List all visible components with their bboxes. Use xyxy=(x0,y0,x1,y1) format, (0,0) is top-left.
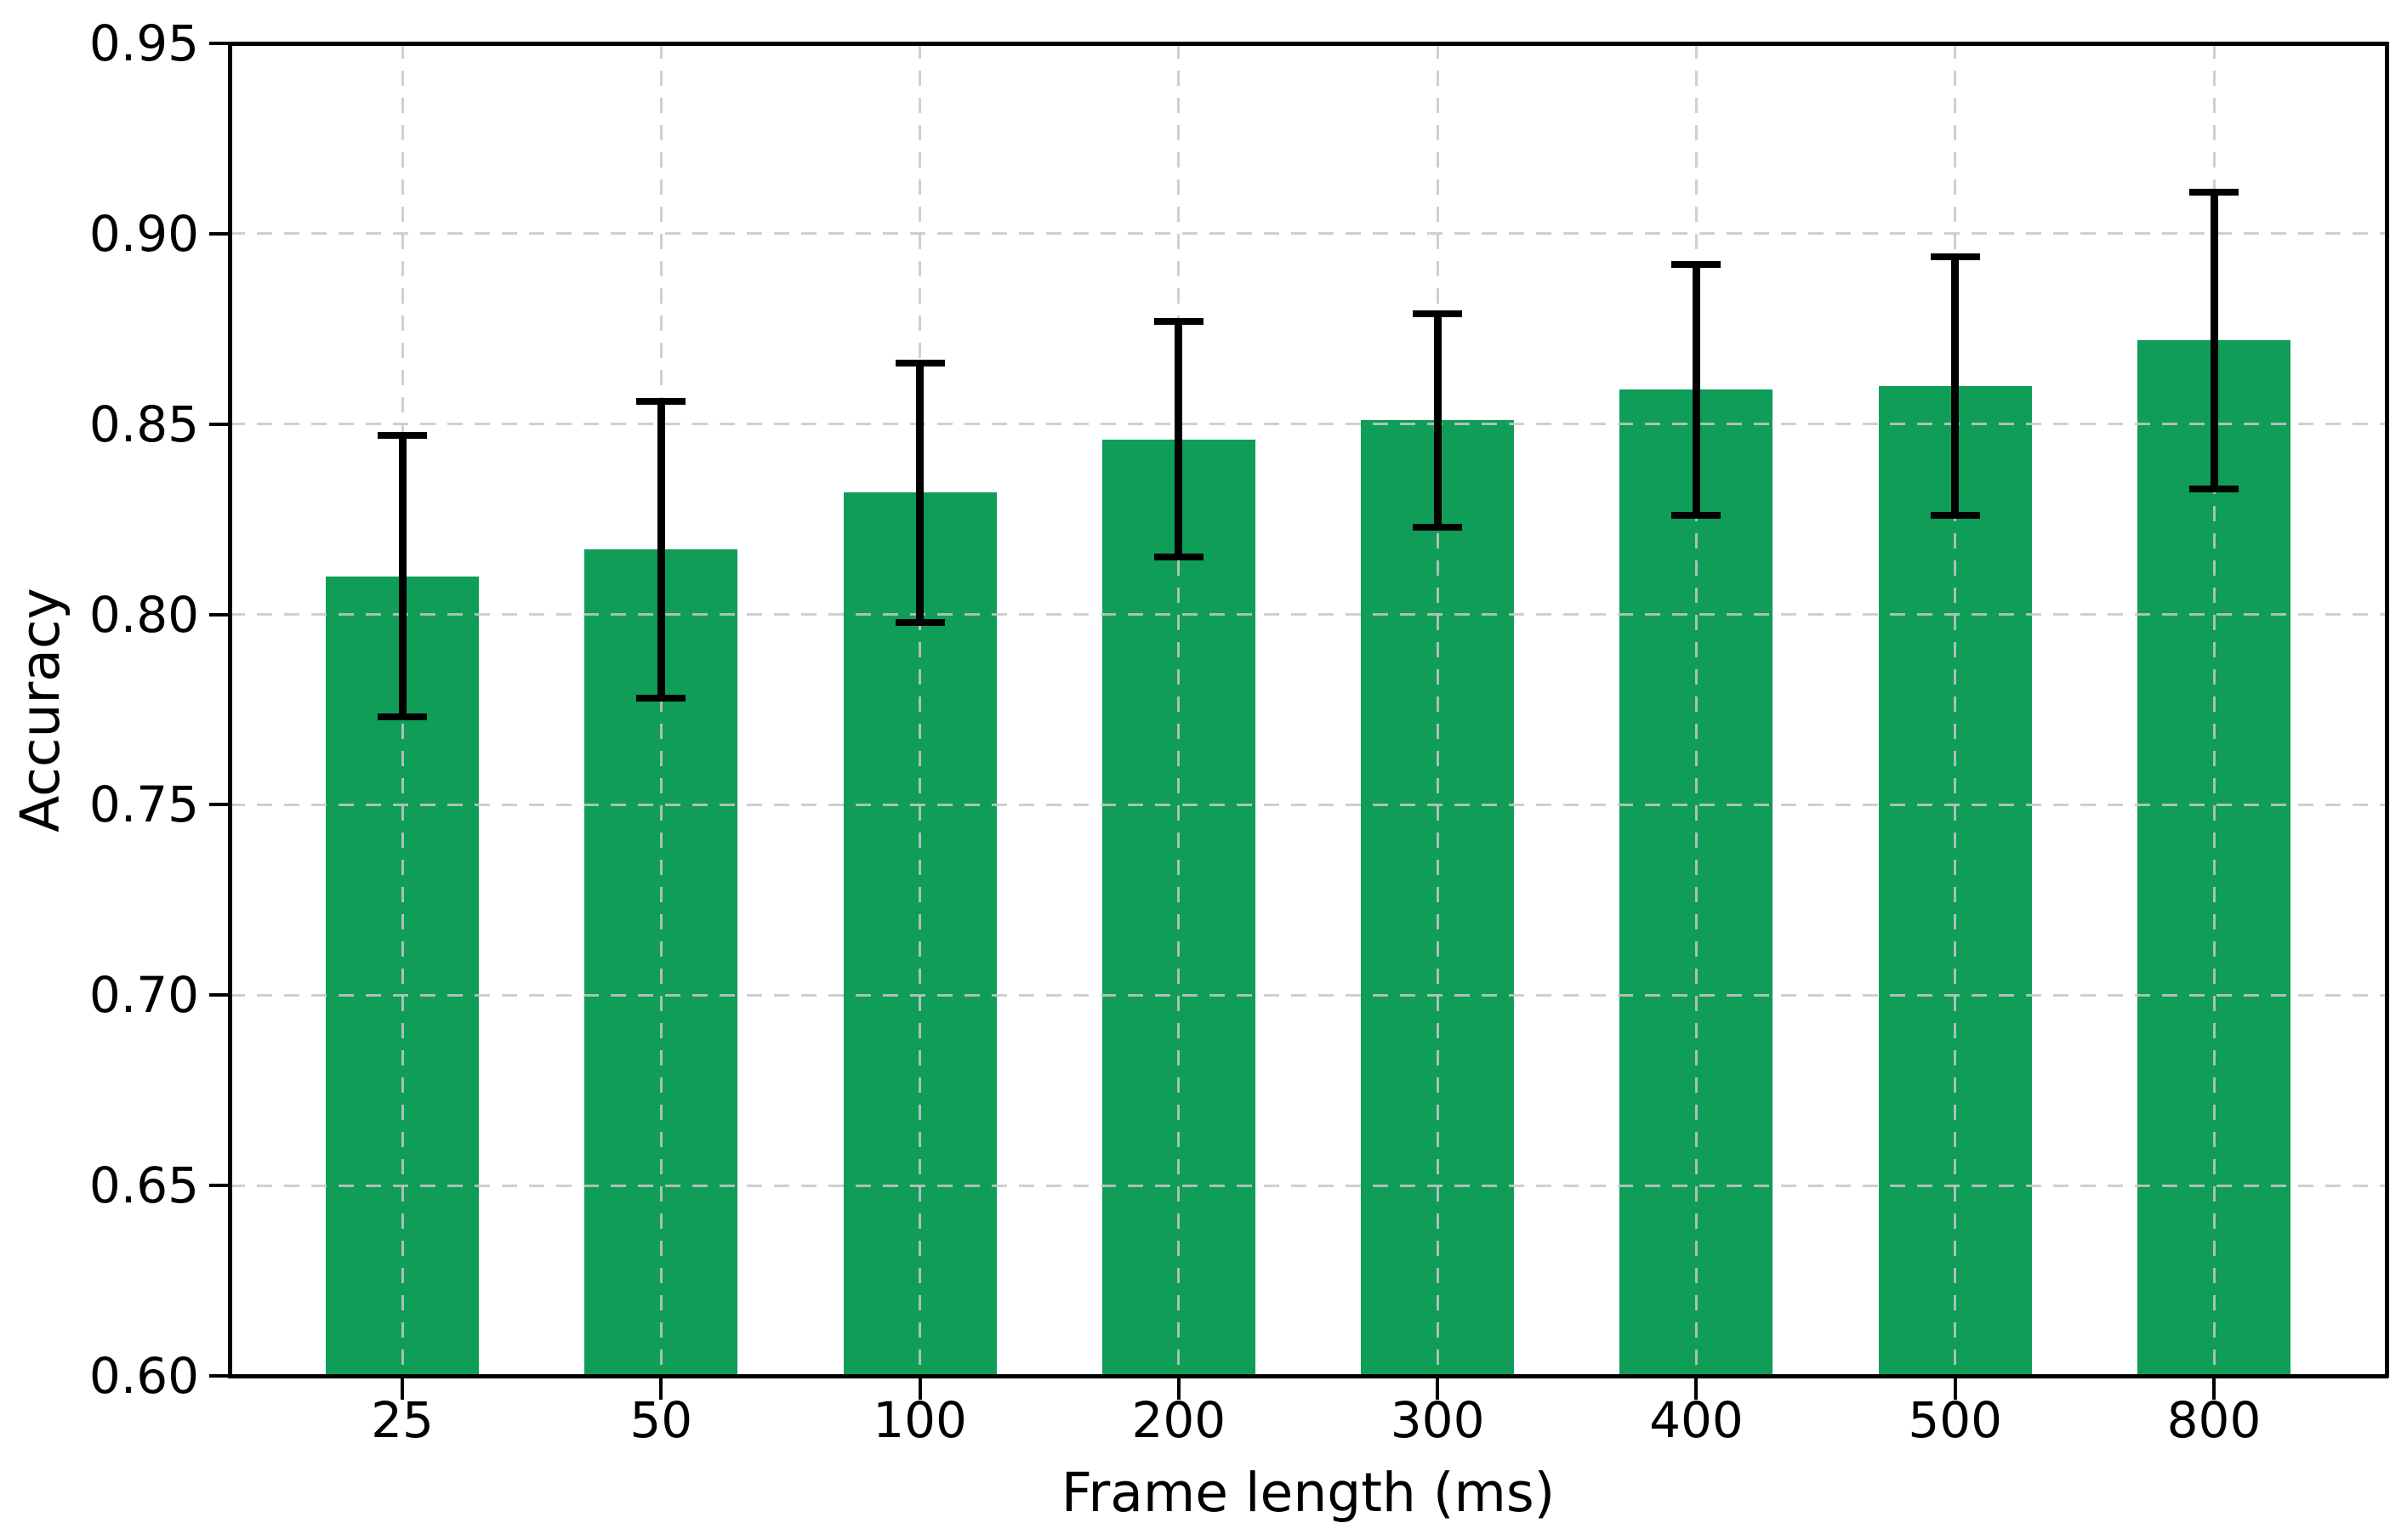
x-tick-mark xyxy=(2212,1378,2216,1400)
error-bar-cap-top xyxy=(1413,310,1463,317)
bar-500ms xyxy=(1878,385,2032,1376)
error-bar-line xyxy=(657,401,665,699)
error-bar-cap-top xyxy=(1930,253,1980,260)
y-tick-label: 0.90 xyxy=(88,204,199,263)
x-tick-label: 25 xyxy=(371,1391,434,1449)
error-bar-cap-top xyxy=(636,397,686,405)
h-gridline xyxy=(230,613,2387,617)
x-tick-label: 800 xyxy=(2166,1391,2262,1449)
top-spine xyxy=(228,42,2388,46)
error-bar-cap-bottom xyxy=(1153,554,1204,561)
error-bar-cap-top xyxy=(895,360,945,367)
error-bar-line xyxy=(398,435,407,718)
error-bar-line xyxy=(1951,256,1960,516)
x-tick-label: 500 xyxy=(1908,1391,2003,1449)
x-tick-label: 200 xyxy=(1131,1391,1226,1449)
y-tick-mark xyxy=(209,42,230,45)
bar-400ms xyxy=(1619,389,1773,1376)
y-tick-label: 0.95 xyxy=(88,14,199,72)
error-bar-cap-top xyxy=(378,432,427,440)
y-tick-mark xyxy=(209,231,230,236)
y-tick-mark xyxy=(209,1374,230,1378)
y-axis-title: Accuracy xyxy=(9,587,71,833)
y-tick-label: 0.70 xyxy=(88,966,199,1025)
left-spine xyxy=(228,42,232,1378)
y-tick-mark xyxy=(209,803,230,807)
y-tick-mark xyxy=(209,612,230,617)
h-gridline xyxy=(230,993,2387,997)
error-bar-cap-bottom xyxy=(636,695,686,702)
error-bar-cap-top xyxy=(1153,317,1204,325)
y-tick-mark xyxy=(209,422,230,426)
error-bar-line xyxy=(916,363,925,622)
bottom-spine xyxy=(228,1374,2388,1378)
bar-300ms xyxy=(1361,420,1515,1376)
y-tick-label: 0.60 xyxy=(88,1347,199,1405)
error-bar-cap-top xyxy=(2189,188,2239,196)
h-gridline xyxy=(230,1184,2387,1187)
x-tick-label: 400 xyxy=(1649,1391,1744,1449)
y-tick-label: 0.75 xyxy=(88,776,199,834)
error-bar-cap-top xyxy=(1671,260,1721,268)
x-tick-label: 300 xyxy=(1390,1391,1485,1449)
h-gridline xyxy=(230,803,2387,806)
error-bar-cap-bottom xyxy=(1671,512,1721,520)
bar-200ms xyxy=(1101,439,1255,1376)
error-bar-cap-bottom xyxy=(2189,485,2239,492)
error-bar-line xyxy=(2210,191,2218,489)
error-bar-line xyxy=(1433,313,1442,527)
x-tick-mark xyxy=(1436,1378,1440,1400)
x-tick-label: 50 xyxy=(629,1391,693,1449)
x-tick-mark xyxy=(1176,1378,1181,1400)
x-tick-mark xyxy=(918,1378,922,1400)
y-tick-mark xyxy=(209,1184,230,1188)
h-gridline xyxy=(230,423,2387,426)
bar-800ms xyxy=(2137,340,2290,1376)
error-bar-cap-bottom xyxy=(378,713,427,721)
y-tick-label: 0.80 xyxy=(88,585,199,644)
x-tick-mark xyxy=(401,1378,404,1400)
y-tick-label: 0.85 xyxy=(88,395,199,453)
y-tick-label: 0.65 xyxy=(88,1156,199,1215)
h-gridline xyxy=(230,232,2387,236)
right-spine xyxy=(2385,42,2389,1378)
error-bar-line xyxy=(1692,264,1700,516)
error-bar-cap-bottom xyxy=(1413,523,1463,531)
x-tick-label: 100 xyxy=(873,1391,967,1449)
error-bar-line xyxy=(1175,321,1183,558)
y-tick-mark xyxy=(209,993,230,997)
x-tick-mark xyxy=(659,1378,663,1400)
error-bar-cap-bottom xyxy=(1930,512,1980,520)
error-bar-cap-bottom xyxy=(895,618,945,626)
x-tick-mark xyxy=(1694,1378,1699,1400)
x-tick-mark xyxy=(1953,1378,1957,1400)
x-axis-title: Frame length (ms) xyxy=(1061,1462,1556,1524)
